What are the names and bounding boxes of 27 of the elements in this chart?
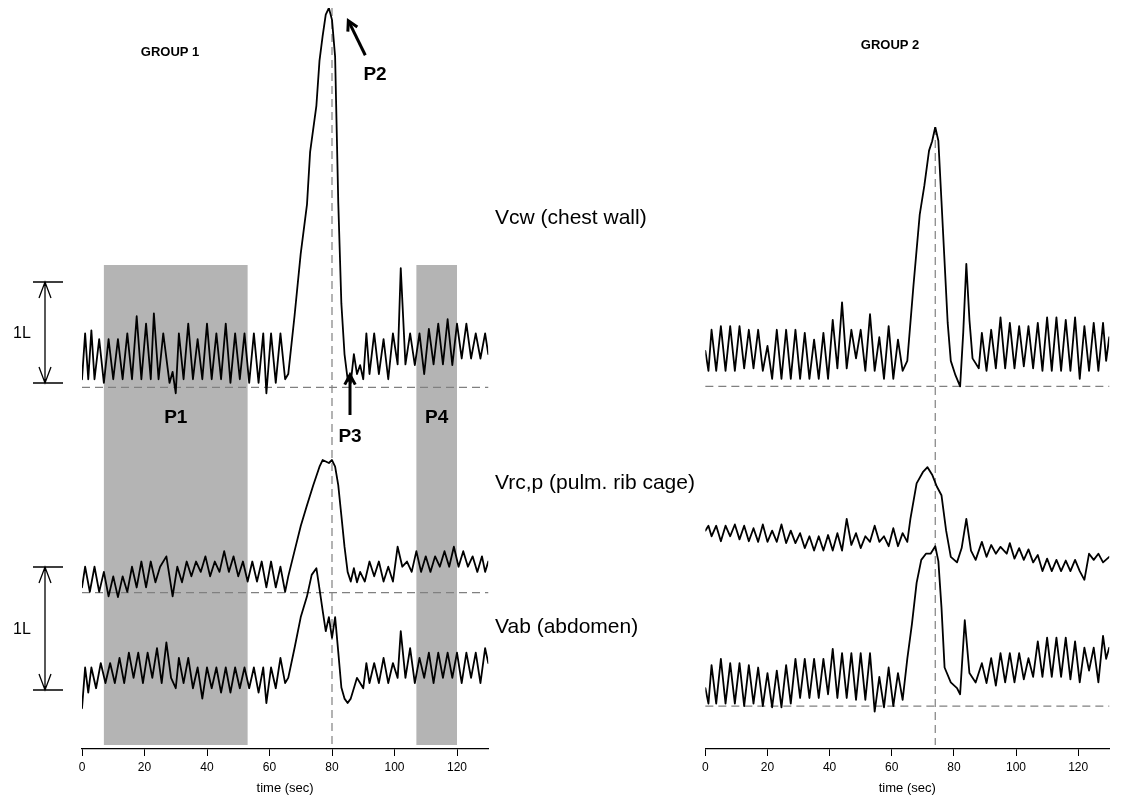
x-tick-label: 0 <box>78 759 86 774</box>
x-tick-label: 120 <box>1068 759 1089 774</box>
x-tick-label: 60 <box>885 759 899 774</box>
band-label: P1 <box>164 406 188 428</box>
annotation: P2 <box>363 63 387 85</box>
x-tick-label: 120 <box>446 759 468 774</box>
x-tick-label: 100 <box>384 759 405 774</box>
chart-title: GROUP 2 <box>860 36 920 52</box>
x-axis-title: time (sec) <box>878 779 936 795</box>
x-tick-label: 100 <box>1006 759 1027 774</box>
annotation: P3 <box>338 425 362 447</box>
x-tick-label: 80 <box>325 759 339 774</box>
x-tick-label: 40 <box>200 759 214 774</box>
text: GROUP 1 <box>140 43 200 59</box>
text: 1L <box>13 323 31 341</box>
x-tick-label: 20 <box>760 759 775 774</box>
text: Vrc,p (pulm. rib cage) <box>495 469 695 493</box>
series-label: Vab (abdomen) <box>495 613 639 637</box>
text: 1L <box>13 619 31 637</box>
x-tick-label: 80 <box>947 759 961 774</box>
x-tick-label: 40 <box>822 759 837 774</box>
band-label: P4 <box>425 406 449 428</box>
text: Vcw (chest wall) <box>495 204 647 228</box>
x-tick-label: 20 <box>137 759 152 774</box>
x-tick-label: 0 <box>701 759 709 774</box>
x-tick-label: 60 <box>262 759 277 774</box>
x-axis-title: time (sec) <box>256 779 314 795</box>
